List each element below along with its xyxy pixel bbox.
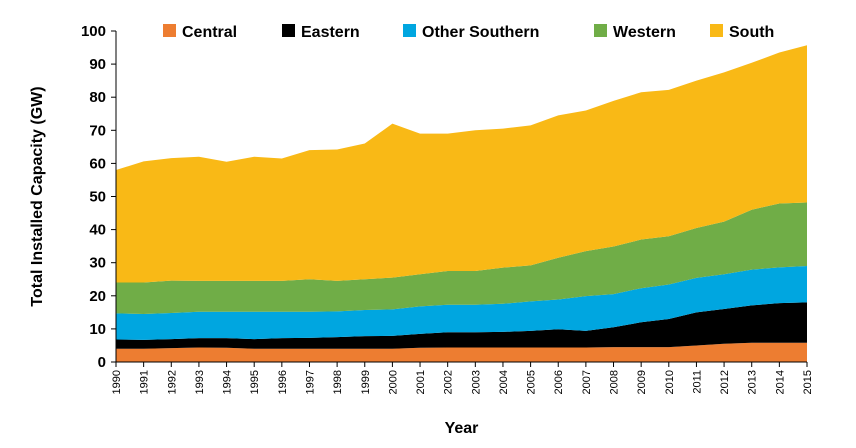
legend-swatch <box>163 24 176 37</box>
x-tick-label: 1997 <box>304 370 316 394</box>
x-tick-label: 2000 <box>387 370 399 394</box>
y-tick-label: 100 <box>81 23 106 40</box>
x-tick-label: 1996 <box>277 370 289 394</box>
x-tick-label: 1993 <box>194 370 206 394</box>
legend-label: Western <box>613 24 676 41</box>
y-axis-title: Total Installed Capacity (GW) <box>29 86 46 306</box>
area-other-southern <box>116 266 807 340</box>
legend-item-south: South <box>710 24 774 41</box>
x-axis-title: Year <box>445 420 479 437</box>
x-tick-label: 1999 <box>360 370 372 394</box>
x-tick-label: 2003 <box>470 370 482 394</box>
x-tick-label: 1990 <box>111 370 123 394</box>
x-tick-label: 2005 <box>526 370 538 394</box>
x-tick-label: 2004 <box>498 370 510 394</box>
x-tick-label: 2007 <box>581 370 593 394</box>
y-tick-label: 10 <box>89 321 106 338</box>
legend-label: Other Southern <box>422 24 539 41</box>
x-tick-label: 1991 <box>139 370 151 394</box>
area-central <box>116 342 807 362</box>
legend-swatch <box>282 24 295 37</box>
y-tick-label: 50 <box>89 189 106 206</box>
legend-label: South <box>729 24 774 41</box>
x-tick-label: 2009 <box>636 370 648 394</box>
x-tick-labels: 1990 1991 1992 1993 1994 1995 1996 1997 1998 1999… <box>111 370 814 394</box>
x-tick-label: 1994 <box>222 370 234 394</box>
x-tick-label: 1992 <box>166 370 178 394</box>
y-tick-label: 70 <box>89 122 106 139</box>
x-tick-label: 2002 <box>443 370 455 394</box>
x-tick-label: 2008 <box>609 370 621 394</box>
x-tick-label: 2015 <box>802 370 814 394</box>
area-eastern <box>116 302 807 349</box>
area-western <box>116 202 807 314</box>
x-tick-label: 2011 <box>691 370 703 394</box>
legend-swatch <box>594 24 607 37</box>
x-tick-label: 2012 <box>719 370 731 394</box>
x-tick-label: 1995 <box>249 370 261 394</box>
y-tick-label: 20 <box>89 288 106 305</box>
x-tick-label: 2001 <box>415 370 427 394</box>
y-tick-label: 40 <box>89 222 106 239</box>
x-tick-label: 1998 <box>332 370 344 394</box>
legend-label: Central <box>182 24 237 41</box>
legend-swatch <box>403 24 416 37</box>
x-tick-label: 2014 <box>774 370 786 394</box>
legend-label: Eastern <box>301 24 360 41</box>
legend-item-western: Western <box>594 24 676 41</box>
y-tick-labels: 0 10 20 30 40 50 60 70 80 90 100 <box>81 23 106 371</box>
legend-item-central: Central <box>163 24 237 41</box>
area-series-group <box>116 45 807 362</box>
area-south <box>116 45 807 283</box>
x-tick-label: 2010 <box>664 370 676 394</box>
axes-group <box>111 30 808 367</box>
y-tick-label: 60 <box>89 155 106 172</box>
y-tick-label: 0 <box>98 354 106 371</box>
legend-swatch <box>710 24 723 37</box>
y-tick-label: 30 <box>89 255 106 272</box>
x-tick-label: 2013 <box>747 370 759 394</box>
y-tick-label: 90 <box>89 56 106 73</box>
legend-item-eastern: Eastern <box>282 24 360 41</box>
x-tick-label: 2006 <box>553 370 565 394</box>
legend-item-other-southern: Other Southern <box>403 24 539 41</box>
legend: Central Eastern Other Southern Western South <box>163 24 774 41</box>
y-tick-label: 80 <box>89 89 106 106</box>
